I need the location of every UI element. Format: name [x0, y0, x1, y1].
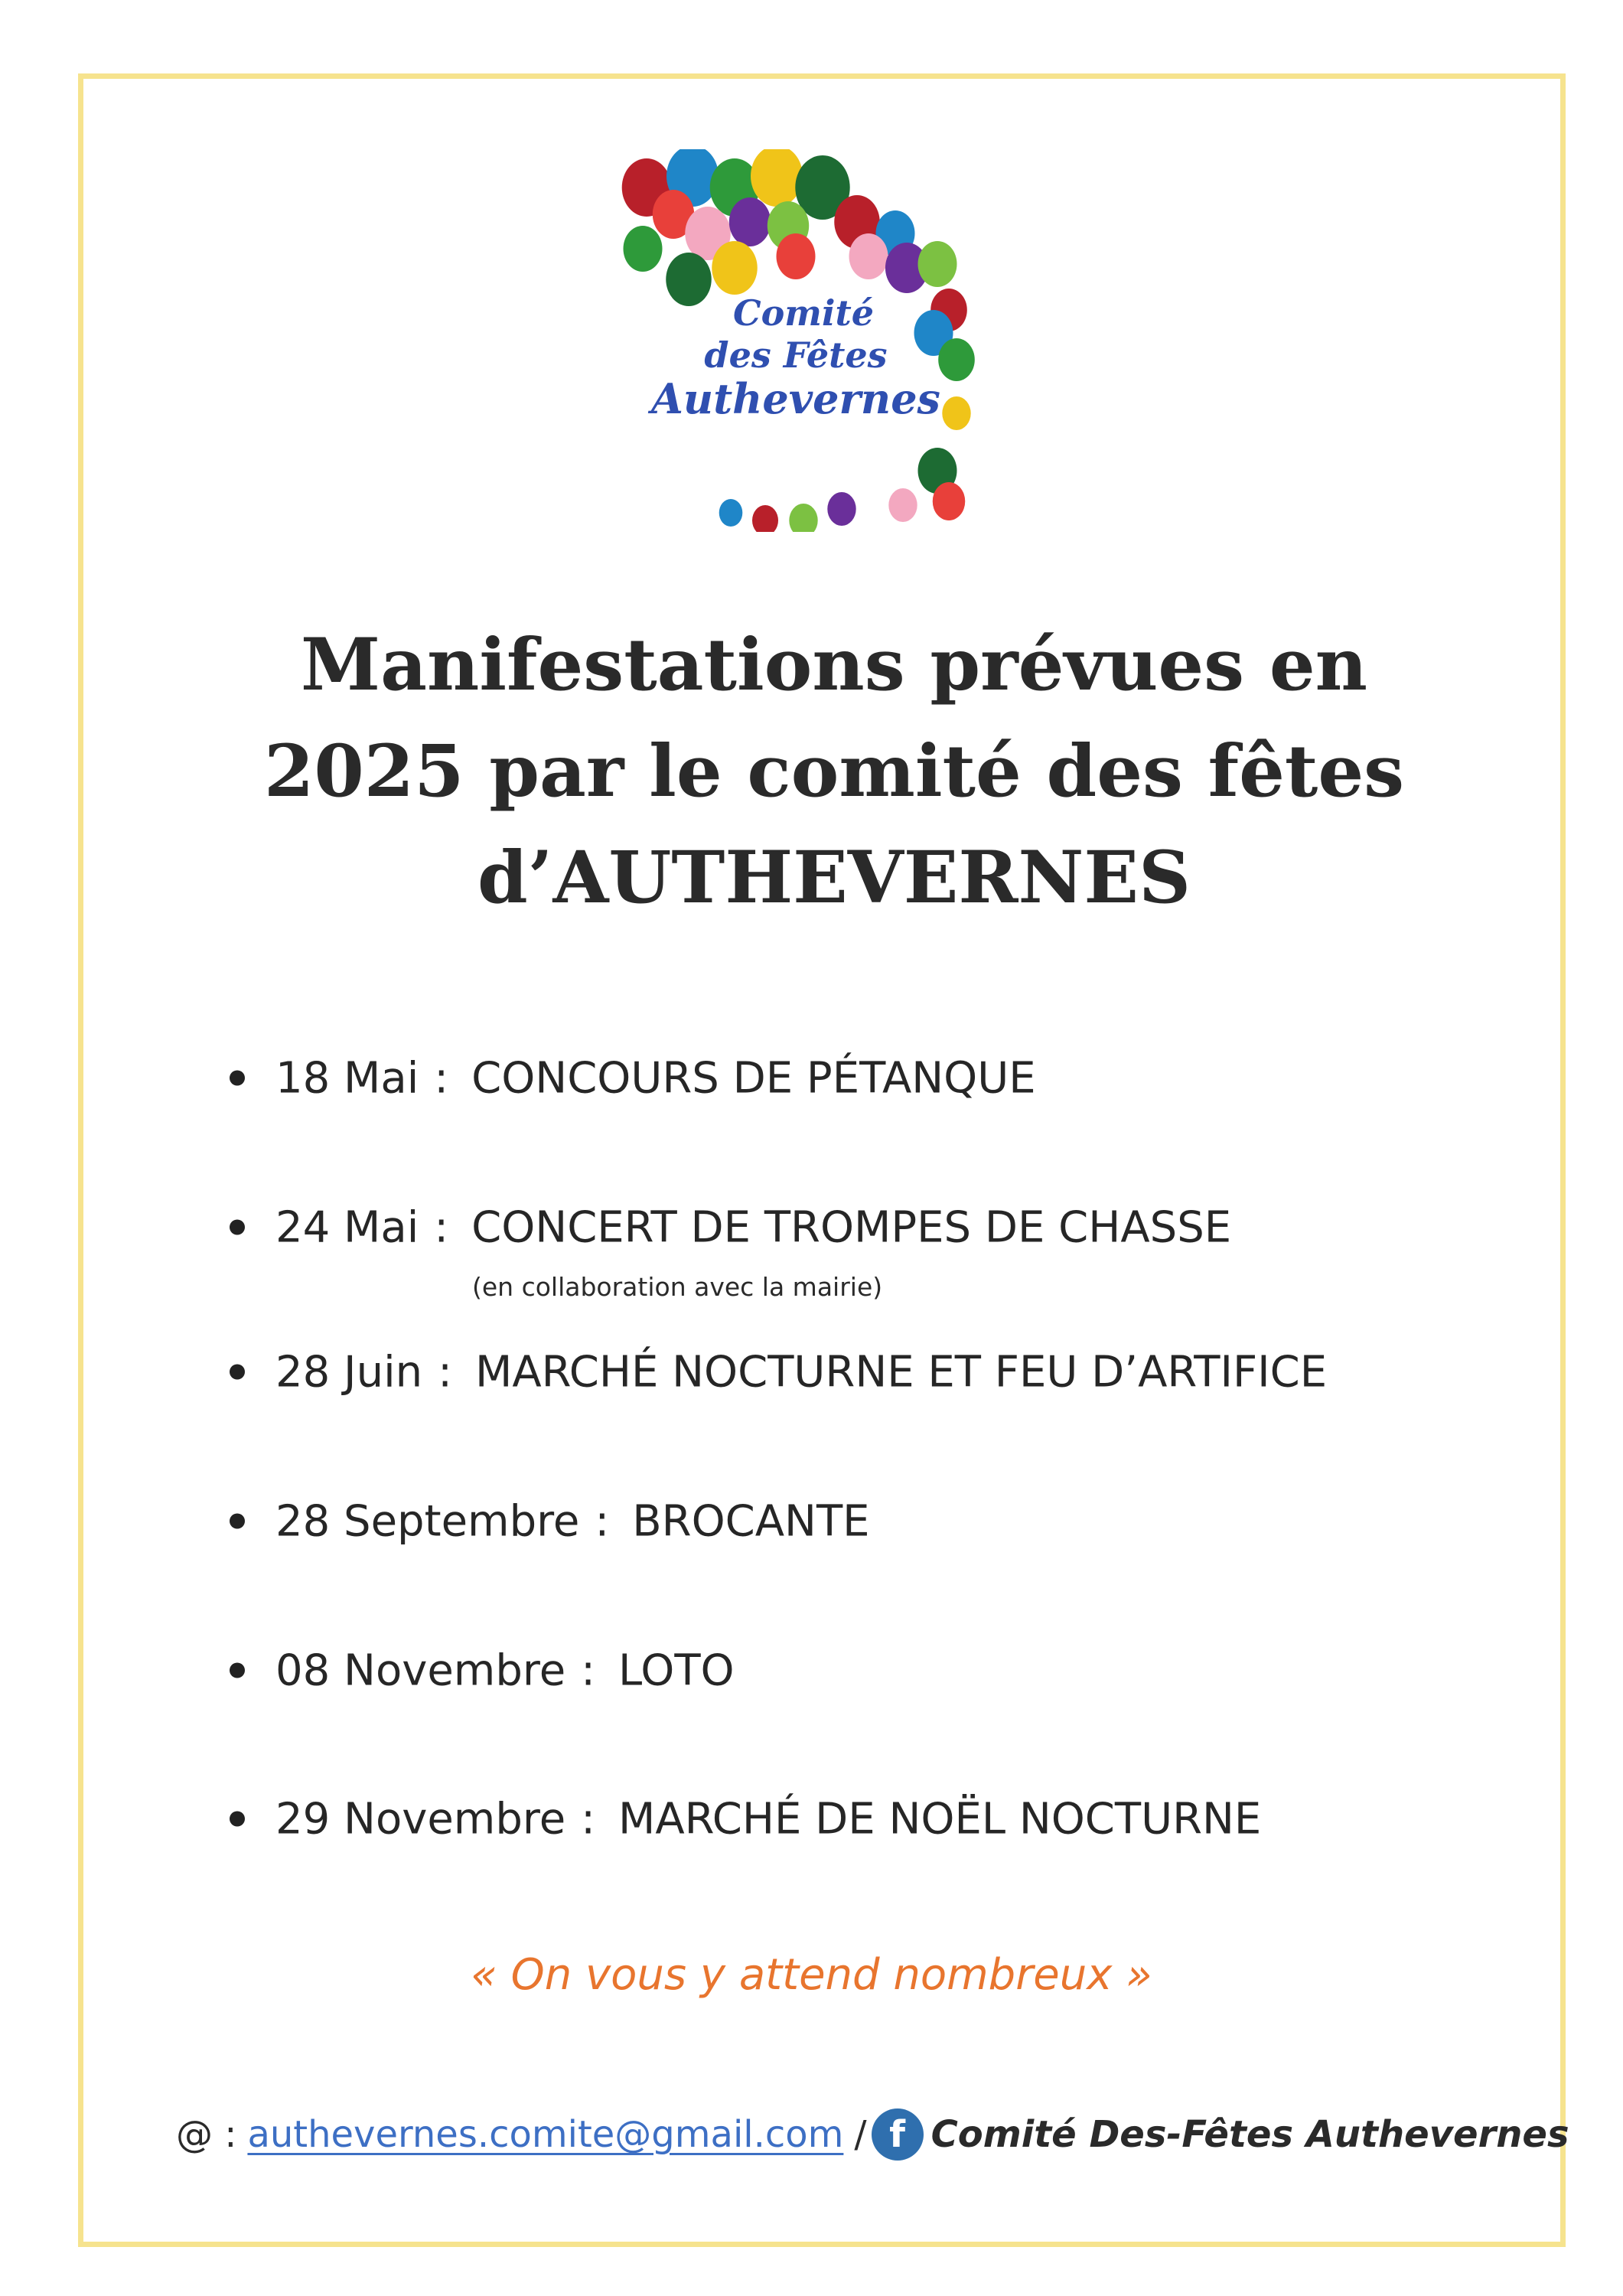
logo-text-line3: Authevernes	[647, 374, 940, 423]
balloon-icon	[885, 243, 929, 293]
event-item: 28 Septembre: BROCANTE	[230, 1497, 870, 1547]
tagline-quote: « On vous y attend nombreux »	[471, 1950, 1152, 2000]
event-item: 29 Novembre: MARCHÉ DE NOËL NOCTURNE	[230, 1795, 1261, 1844]
title-line-2: 2025 par le comité des fêtes	[263, 729, 1405, 814]
balloon-icon	[888, 488, 917, 522]
balloon-icon	[752, 505, 778, 532]
balloon-icon	[827, 492, 856, 526]
page-border	[78, 73, 1566, 2247]
title-line-1: Manifestations prévues en	[301, 623, 1367, 707]
event-name: LOTO	[618, 1645, 735, 1696]
event-separator: :	[434, 1202, 449, 1253]
event-separator: :	[438, 1347, 452, 1397]
email-label: @ :	[176, 2113, 237, 2156]
balloon-icon	[666, 253, 712, 306]
event-date: 28 Septembre	[275, 1496, 580, 1547]
balloon-icon	[789, 504, 818, 532]
event-name: MARCHÉ NOCTURNE ET FEU D’ARTIFICE	[475, 1347, 1328, 1397]
event-name: MARCHÉ DE NOËL NOCTURNE	[618, 1794, 1262, 1844]
bullet-icon	[230, 1219, 245, 1235]
event-separator: :	[434, 1053, 449, 1104]
title-line-3: d’AUTHEVERNES	[477, 836, 1191, 920]
event-date: 29 Novembre	[275, 1794, 566, 1844]
event-item: 18 Mai: CONCOURS DE PÉTANQUE	[230, 1054, 1036, 1104]
event-date: 24 Mai	[275, 1202, 419, 1253]
balloon-icon	[849, 233, 888, 279]
balloon-icon	[728, 197, 771, 246]
contact-footer: @ : authevernes.comite@gmail.com / f Com…	[176, 2108, 1569, 2161]
event-separator: :	[595, 1496, 610, 1547]
bullet-icon	[230, 1662, 245, 1678]
balloon-icon	[932, 482, 966, 520]
event-item: 08 Novembre: LOTO	[230, 1646, 735, 1696]
event-date: 08 Novembre	[275, 1645, 566, 1696]
balloon-icon	[914, 310, 953, 356]
balloon-icon	[652, 190, 695, 239]
event-date: 28 Juin	[275, 1347, 423, 1397]
event-item: 24 Mai: CONCERT DE TROMPES DE CHASSE	[230, 1203, 1231, 1253]
event-name: CONCERT DE TROMPES DE CHASSE	[471, 1202, 1232, 1253]
balloon-icon	[776, 233, 816, 279]
bullet-icon	[230, 1811, 245, 1827]
logo-comite-des-fetes: Comité des Fêtes Authevernes	[621, 149, 975, 532]
event-note: (en collaboration avec la mairie)	[472, 1272, 883, 1302]
event-item: 28 Juin: MARCHÉ NOCTURNE ET FEU D’ARTIFIC…	[230, 1348, 1327, 1397]
balloon-icon	[938, 338, 975, 381]
logo-text-line1: Comité	[733, 292, 874, 334]
bullet-icon	[230, 1364, 245, 1380]
event-name: BROCANTE	[632, 1496, 870, 1547]
email-link[interactable]: authevernes.comite@gmail.com	[247, 2113, 844, 2156]
facebook-page-name: Comité Des-Fêtes Authevernes	[930, 2113, 1569, 2156]
balloon-icon	[795, 155, 850, 220]
event-separator: :	[581, 1794, 596, 1844]
event-separator: :	[581, 1645, 596, 1696]
balloon-icon	[719, 499, 743, 527]
balloon-icon	[942, 396, 971, 430]
page-title: Manifestations prévues en 2025 par le co…	[153, 612, 1515, 931]
balloon-icon	[685, 207, 731, 260]
event-date: 18 Mai	[275, 1053, 419, 1104]
balloon-icon	[712, 241, 758, 295]
bullet-icon	[230, 1513, 245, 1529]
balloon-icon	[623, 226, 663, 272]
logo-text-line2: des Fêtes	[704, 334, 887, 376]
balloon-icon	[751, 149, 803, 207]
balloon-icon	[917, 448, 957, 494]
bullet-icon	[230, 1070, 245, 1086]
event-name: CONCOURS DE PÉTANQUE	[471, 1053, 1036, 1104]
separator-slash: /	[854, 2113, 867, 2156]
balloon-icon	[917, 241, 957, 287]
facebook-icon: f	[871, 2108, 924, 2161]
